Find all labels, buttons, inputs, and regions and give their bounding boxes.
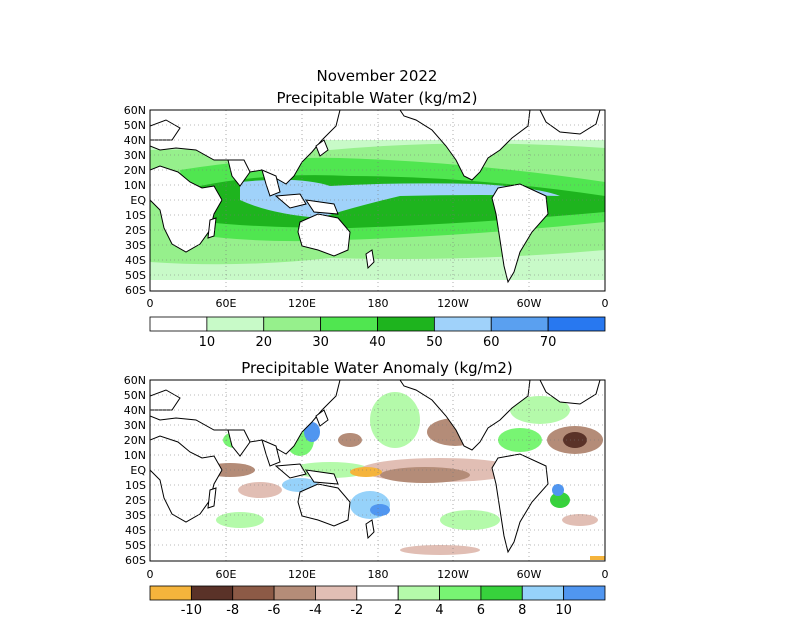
colorbar-label: -8 xyxy=(226,603,239,618)
colorbar-label: 8 xyxy=(518,603,526,618)
lat-tick: 40N xyxy=(124,134,146,147)
lat-tick: 40S xyxy=(125,524,146,537)
lat-tick: 20S xyxy=(125,224,146,237)
colorbar-label: 4 xyxy=(435,603,443,618)
anomaly-colorbar: -10 -8 -6 -4 -2 2 4 6 8 10 xyxy=(149,585,606,618)
lat-tick: 10N xyxy=(124,449,146,462)
lon-tick: 0 xyxy=(147,568,154,581)
lon-tick: 0 xyxy=(602,568,609,581)
colorbar-swatch xyxy=(521,585,565,601)
lon-tick: 60E xyxy=(216,297,237,310)
lat-tick: 30S xyxy=(125,509,146,522)
lat-tick: 10N xyxy=(124,179,146,192)
lat-tick: 40N xyxy=(124,404,146,417)
colorbar-swatch xyxy=(439,585,482,601)
lon-tick: 0 xyxy=(602,297,609,310)
colorbar-swatch xyxy=(190,585,234,601)
lon-tick: 180 xyxy=(368,568,389,581)
lat-tick: 60N xyxy=(124,374,146,387)
colorbar-swatch xyxy=(563,585,606,601)
colorbar-label: 30 xyxy=(312,335,329,350)
anomaly-map-panel: 60N 50N 40N 30N 20N 10N EQ 10S 20S 30S 4… xyxy=(124,374,609,581)
colorbar-swatch xyxy=(547,316,606,332)
lat-tick: 60S xyxy=(125,554,146,567)
lat-tick: 40S xyxy=(125,254,146,267)
colorbar-label: -4 xyxy=(309,603,322,618)
colorbar-swatch xyxy=(206,316,265,332)
lat-tick: 50N xyxy=(124,389,146,402)
lat-tick: 50S xyxy=(125,539,146,552)
lon-tick: 180 xyxy=(368,297,389,310)
colorbar-label: 50 xyxy=(426,335,443,350)
colorbar-swatch xyxy=(320,316,378,332)
lon-tick: 120E xyxy=(288,297,316,310)
colorbar-label: 6 xyxy=(477,603,485,618)
colorbar-swatch xyxy=(315,585,358,601)
lat-tick: 30S xyxy=(125,239,146,252)
colorbar-swatch xyxy=(356,585,399,601)
colorbar-swatch xyxy=(480,585,523,601)
colorbar-label: 10 xyxy=(199,335,216,350)
colorbar-label: 10 xyxy=(555,603,572,618)
pw-map-frame xyxy=(149,109,606,292)
lat-tick: 30N xyxy=(124,149,146,162)
lon-tick: 120W xyxy=(437,297,469,310)
lon-tick: 60W xyxy=(517,568,542,581)
lon-tick: 0 xyxy=(147,297,154,310)
lon-tick: 60E xyxy=(216,568,237,581)
lat-tick: 20N xyxy=(124,434,146,447)
lat-tick: 60N xyxy=(124,104,146,117)
colorbar-swatch xyxy=(149,585,192,601)
colorbar-label: -10 xyxy=(181,603,202,618)
colorbar-label: 20 xyxy=(255,335,272,350)
lat-tick: 10S xyxy=(125,209,146,222)
panel2-title: Precipitable Water Anomaly (kg/m2) xyxy=(241,359,513,377)
colorbar-swatch xyxy=(377,316,435,332)
lat-tick: 30N xyxy=(124,419,146,432)
panel1-title: Precipitable Water (kg/m2) xyxy=(277,89,478,107)
lon-tick: 120E xyxy=(288,568,316,581)
lat-tick: 50N xyxy=(124,119,146,132)
lat-tick: 10S xyxy=(125,479,146,492)
pw-map-panel: 60N 50N 40N 30N 20N 10N EQ 10S 20S 30S 4… xyxy=(124,104,609,310)
colorbar-swatch xyxy=(263,316,322,332)
figure-title: November 2022 xyxy=(317,67,438,85)
colorbar-swatch xyxy=(490,316,549,332)
colorbar-label: 60 xyxy=(483,335,500,350)
lat-tick: 20N xyxy=(124,164,146,177)
pw-colorbar: 10 20 30 40 50 60 70 xyxy=(149,316,606,350)
lat-tick: 60S xyxy=(125,284,146,297)
colorbar-swatch xyxy=(273,585,316,601)
lat-tick: EQ xyxy=(130,464,146,477)
lon-tick: 60W xyxy=(517,297,542,310)
anomaly-map-frame xyxy=(149,379,606,562)
lat-tick: EQ xyxy=(130,194,146,207)
colorbar-swatch xyxy=(232,585,275,601)
colorbar-label: -6 xyxy=(268,603,281,618)
lat-tick: 20S xyxy=(125,494,146,507)
colorbar-label: 40 xyxy=(369,335,386,350)
colorbar-label: 2 xyxy=(394,603,402,618)
colorbar-swatch xyxy=(433,316,492,332)
colorbar-label: 70 xyxy=(540,335,557,350)
colorbar-swatch xyxy=(397,585,440,601)
colorbar-swatch xyxy=(149,316,208,332)
colorbar-label: -2 xyxy=(350,603,363,618)
lat-tick: 50S xyxy=(125,269,146,282)
lon-tick: 120W xyxy=(437,568,469,581)
